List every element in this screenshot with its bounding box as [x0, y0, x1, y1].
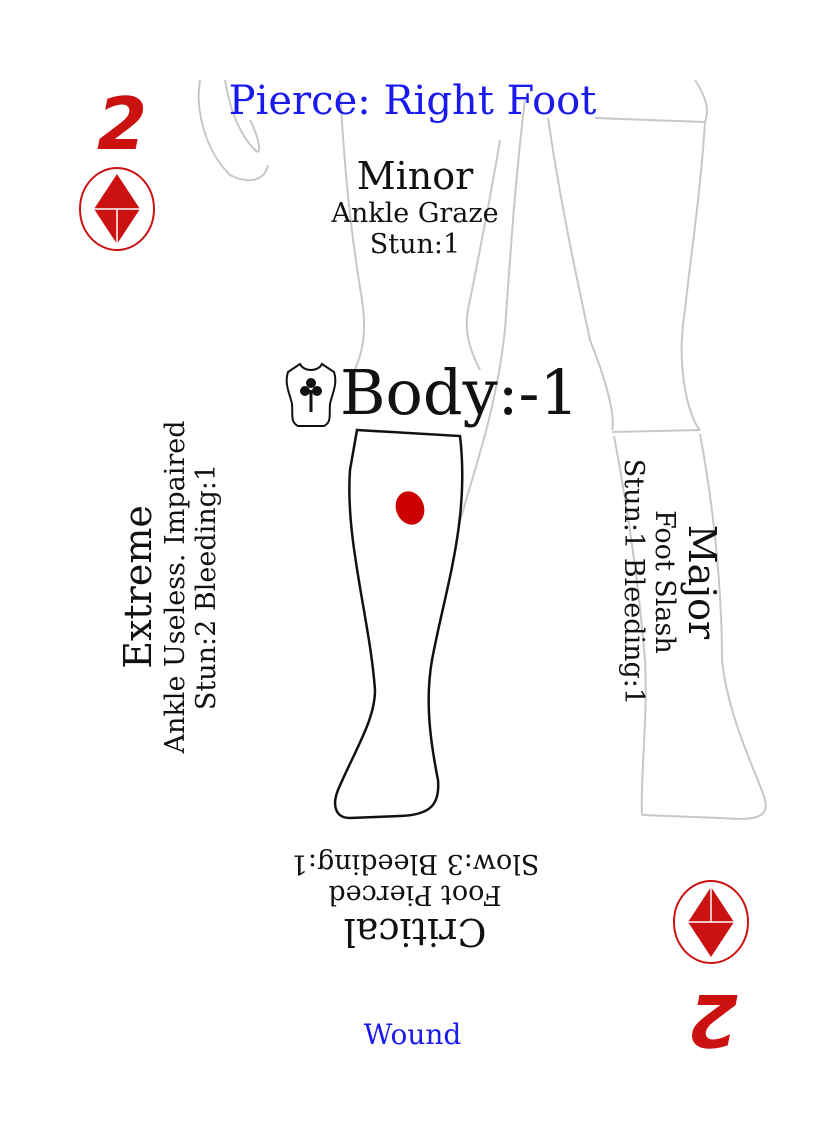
critical-wound: Critical Foot Pierced Slow:3 Bleeding:1: [250, 848, 580, 954]
diamond-suit-icon-bottom-right: [673, 880, 749, 964]
extreme-severity: Extreme: [116, 505, 161, 669]
extreme-effect: Ankle Useless. Impaired: [159, 420, 191, 754]
critical-penalty: Slow:3 Bleeding:1: [290, 848, 540, 880]
extreme-penalty: Stun:2 Bleeding:1: [190, 463, 222, 711]
minor-wound: Minor Ankle Graze Stun:1: [250, 154, 580, 260]
major-wound: Major Foot Slash Stun:1 Bleeding:1: [618, 432, 724, 732]
critical-effect: Foot Pierced: [328, 879, 502, 911]
wound-mark: [395, 491, 425, 525]
minor-penalty: Stun:1: [369, 228, 461, 260]
rank-top-left: 2: [96, 82, 148, 166]
extreme-wound: Extreme Ankle Useless. Impaired Stun:2 B…: [116, 407, 222, 767]
major-severity: Major: [679, 524, 724, 640]
critical-severity: Critical: [343, 909, 487, 954]
minor-effect: Ankle Graze: [331, 197, 499, 229]
card-title: Pierce: Right Foot: [228, 78, 597, 124]
diamond-suit-icon-top-left: [79, 167, 155, 251]
body-modifier: Body:-1: [340, 356, 579, 429]
torso-club-icon: [285, 362, 337, 427]
body-modifier-row: Body:-1: [282, 356, 582, 440]
card-type-label: Wound: [363, 1018, 462, 1051]
major-penalty: Stun:1 Bleeding:1: [618, 458, 650, 706]
minor-severity: Minor: [356, 154, 474, 198]
major-effect: Foot Slash: [649, 510, 681, 654]
